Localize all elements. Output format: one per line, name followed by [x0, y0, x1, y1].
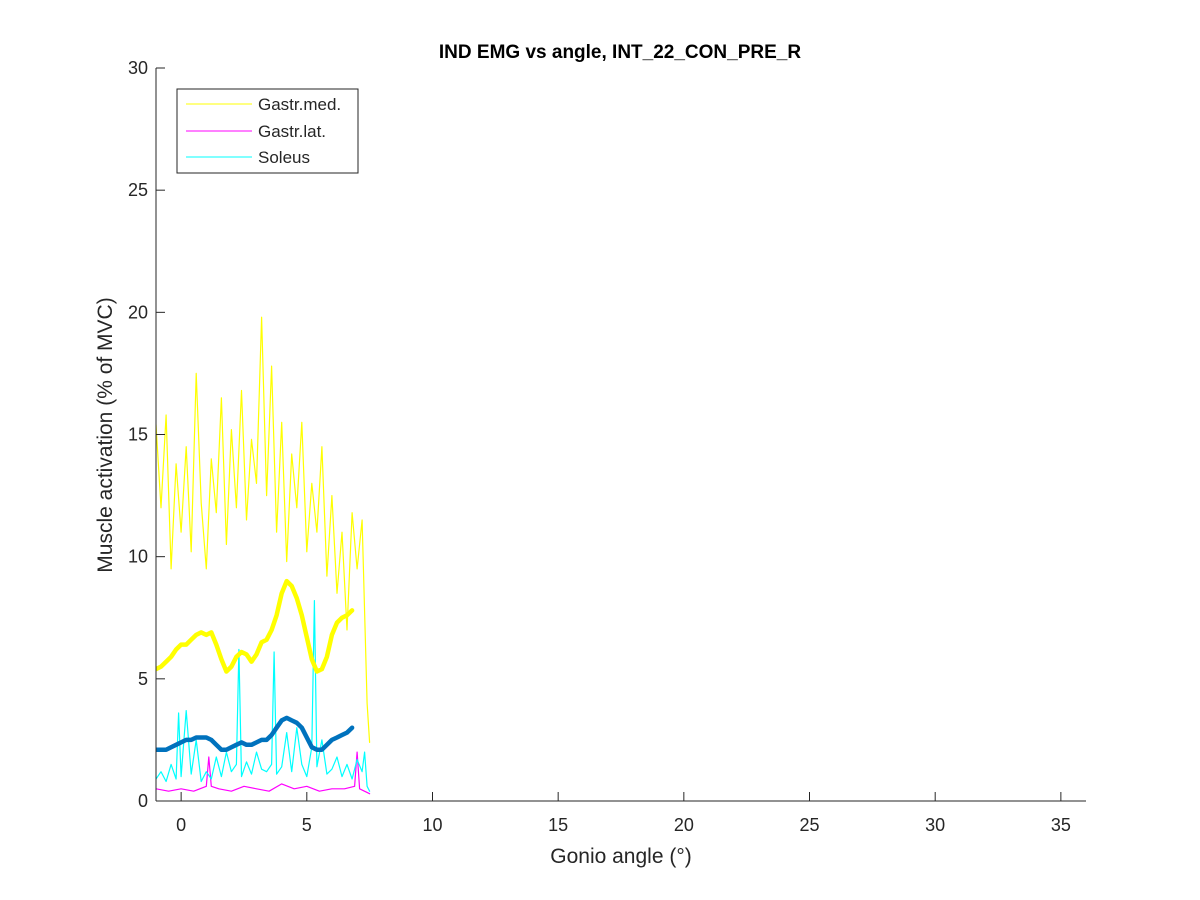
chart-title: IND EMG vs angle, INT_22_CON_PRE_R	[439, 42, 801, 63]
series-soleus-line	[156, 599, 371, 792]
series-gastr-lat-line	[156, 751, 371, 795]
y-ticks: 0 5 10 15 20 25 30	[128, 58, 165, 811]
x-tick-label: 35	[1051, 815, 1071, 835]
x-tick-label: 15	[548, 815, 568, 835]
legend-label-gastr-lat: Gastr.lat.	[258, 122, 326, 141]
x-tick-label: 30	[925, 815, 945, 835]
series-3-mean-line	[156, 578, 355, 674]
y-axis-label: Muscle activation (% of MVC)	[94, 297, 117, 572]
x-tick-label: 10	[422, 815, 442, 835]
legend-label-soleus: Soleus	[258, 148, 310, 167]
x-axis-label: Gonio angle (°)	[550, 845, 691, 868]
x-tick-label: 25	[799, 815, 819, 835]
x-tick-label: 20	[674, 815, 694, 835]
x-tick-label: 0	[176, 815, 186, 835]
series-gastr-med-line	[156, 316, 371, 744]
x-ticks: 0 5 10 15 20 25 30 35	[176, 792, 1071, 835]
x-tick-label: 5	[302, 815, 312, 835]
legend: Gastr.med. Gastr.lat. Soleus	[176, 88, 359, 174]
y-tick-label: 5	[138, 669, 148, 689]
y-tick-label: 30	[128, 58, 148, 78]
series-4-mean-line	[156, 715, 355, 752]
y-tick-label: 10	[128, 547, 148, 567]
legend-label-gastr-med: Gastr.med.	[258, 95, 341, 114]
y-tick-label: 0	[138, 791, 148, 811]
y-tick-label: 15	[128, 425, 148, 445]
y-tick-label: 25	[128, 180, 148, 200]
y-tick-label: 20	[128, 302, 148, 322]
series-layer	[156, 316, 371, 795]
